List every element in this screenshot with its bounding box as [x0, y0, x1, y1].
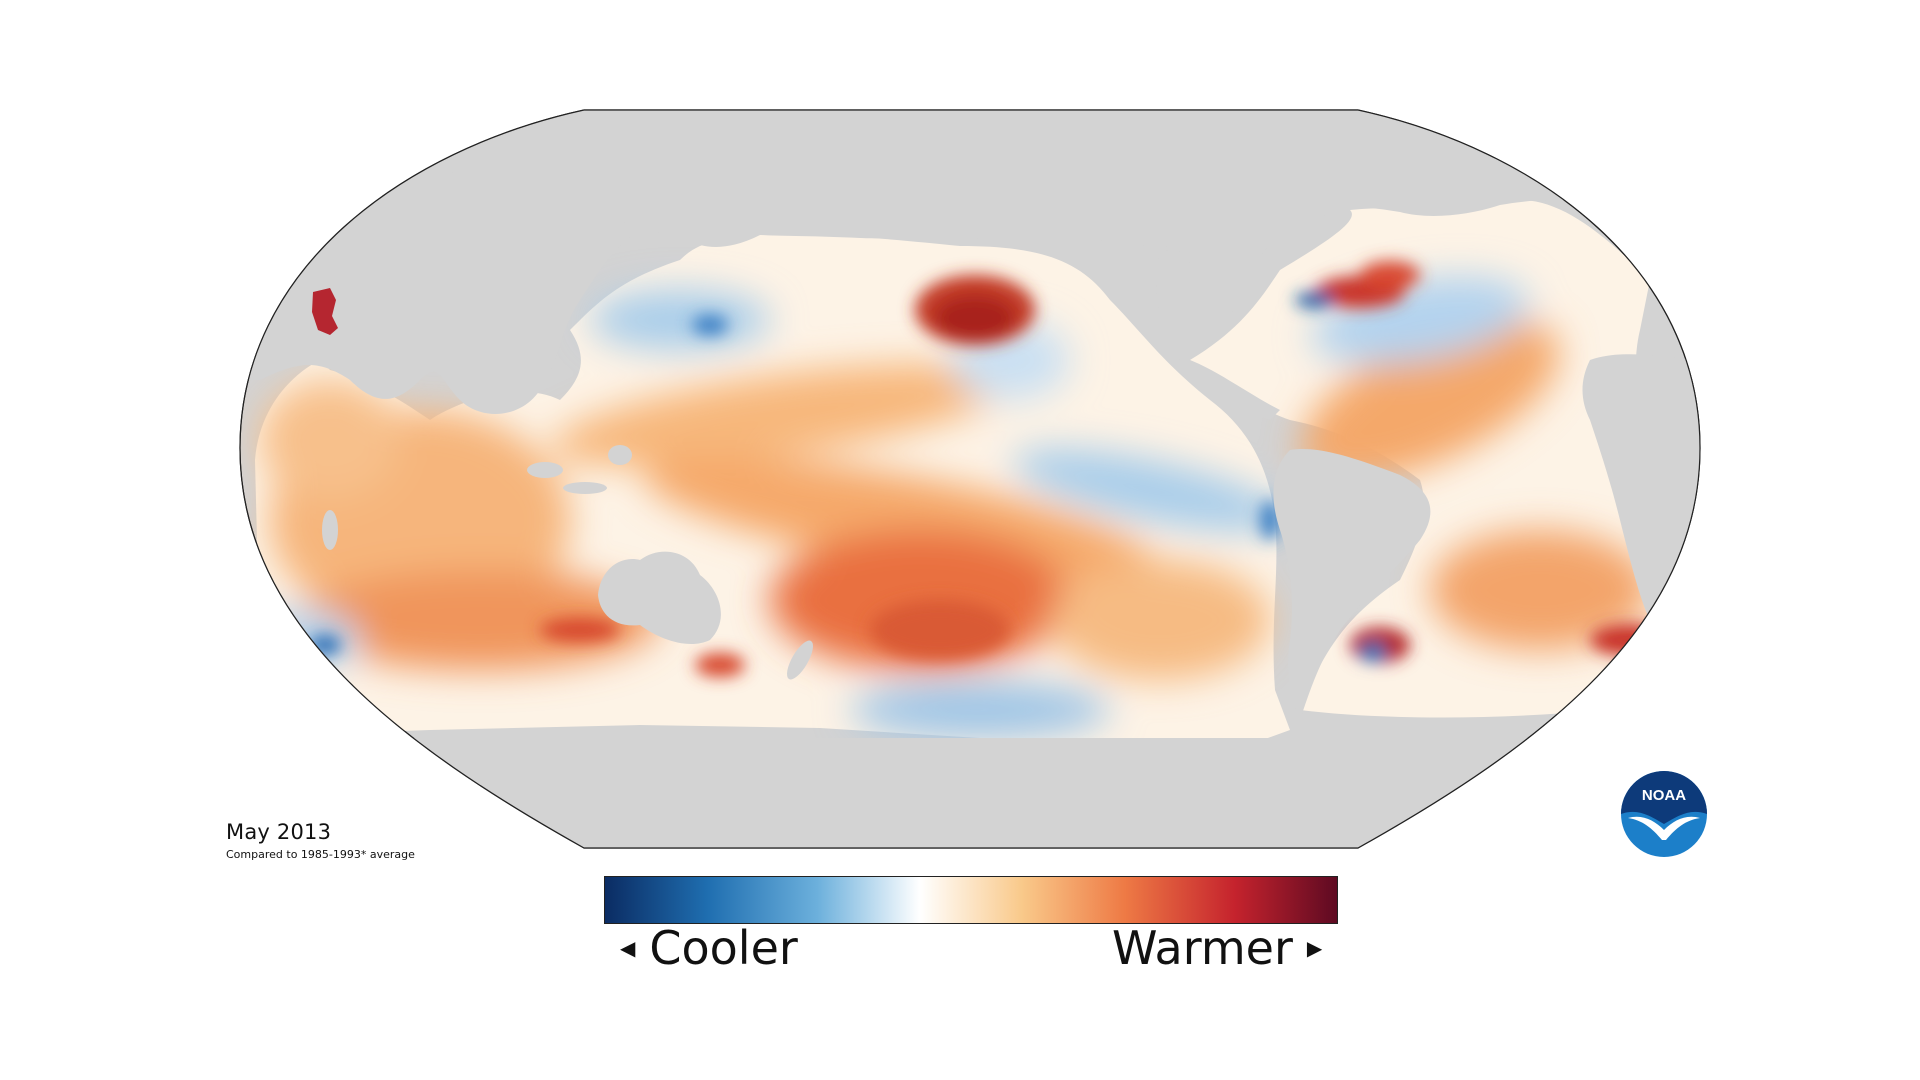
noaa-logo-text: NOAA [1642, 787, 1686, 804]
cooler-label: Cooler [649, 921, 798, 975]
warmer-label: Warmer [1112, 921, 1293, 975]
color-scale-bar [604, 876, 1338, 924]
land-masses [240, 110, 1700, 848]
map-border [239, 109, 1701, 849]
cooler-label-group: ◀ Cooler [620, 925, 798, 971]
warmer-label-group: Warmer ▶ [1112, 925, 1322, 971]
noaa-logo: NOAA [1621, 771, 1707, 857]
hot-spots [309, 261, 1670, 677]
triangle-left-icon: ◀ [620, 936, 636, 960]
map-date: May 2013 [226, 820, 332, 844]
caspian-sea [312, 288, 338, 335]
anomaly-fields [240, 276, 1650, 738]
triangle-right-icon: ▶ [1306, 936, 1323, 960]
baseline-note: Compared to 1985-1993* average [226, 848, 415, 861]
